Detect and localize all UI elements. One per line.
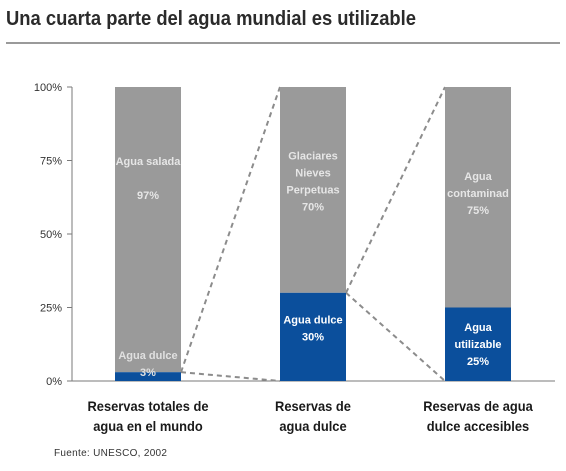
bar-segment-label: 70% [302,202,324,214]
source-note: Fuente: UNESCO, 2002 [54,448,168,459]
bar-segment-label: 3% [140,367,156,379]
category-label-line: dulce accesibles [426,418,530,434]
bar-segment-label: utilizable [454,339,501,351]
bar-segment-bottom [115,372,181,381]
category-label-line: Reservas totales de [87,398,209,414]
category-label-line: Reservas de [275,398,351,414]
category-label-line: agua dulce [279,418,347,434]
bar-segment-label: Agua [464,171,492,183]
connector-line-bottom [345,292,446,382]
bar-segment-label: 75% [467,205,489,217]
y-tick-label: 100% [34,82,62,94]
connector-line-top [180,86,281,373]
y-tick-label: 75% [40,156,62,168]
y-tick-label: 50% [40,229,62,241]
category-label-line: Reservas de agua [423,398,533,414]
bar-segment-label: Glaciares [288,151,338,163]
y-tick-label: 25% [40,303,62,315]
stacked-bar-chart: 0% 25% 50% 75% 100% Agua salada 97% Agua dulce 3… [34,82,555,388]
connector-line-top [345,86,446,294]
category-label: Reservas de agua dulce accesibles [400,396,556,436]
chart-title: Una cuarta parte del agua mundial es uti… [6,8,417,30]
category-label-line: agua en el mundo [93,418,203,434]
bar-segment-label: Agua [464,322,492,334]
bar-segment-top [115,87,181,373]
bar-segment-bottom [280,292,346,381]
bar-segment-top [280,87,346,293]
bar-segment-bottom [445,307,511,381]
bar-segment-label: Agua dulce [283,315,342,327]
bar-segment-label: Agua salada [116,156,182,168]
title-divider [6,42,560,44]
y-tick-label: 0% [46,376,62,388]
bar-segment-label: Agua dulce [118,350,177,362]
bar-segment-label: 25% [467,356,489,368]
connector-line-bottom [180,371,281,382]
bar-segment-top [445,87,511,308]
bar-segment-label: Perpetuas [286,185,339,197]
bar-segment-label: 30% [302,332,324,344]
category-label: Reservas totales de agua en el mundo [70,396,226,436]
bar-segment-label: Nieves [295,168,330,180]
category-label: Reservas de agua dulce [235,396,391,436]
bar-segment-label: contaminad [447,188,509,200]
bar-segment-label: 97% [137,190,159,202]
